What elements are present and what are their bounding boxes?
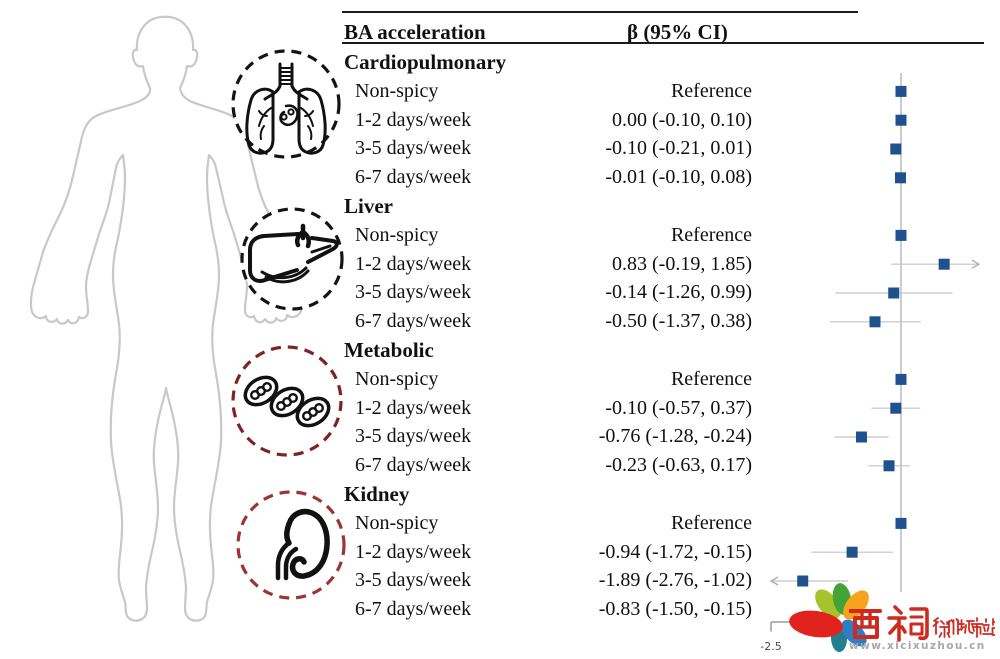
- liver-badge: [240, 207, 344, 311]
- point-estimate-marker: [895, 517, 907, 529]
- kidney-badge: [236, 490, 346, 600]
- table-row: 3-5 days/week -0.10 (-0.21, 0.01): [342, 135, 752, 164]
- table-row: 1-2 days/week 0.00 (-0.10, 0.10): [342, 106, 752, 135]
- row-effect-value: -0.10 (-0.21, 0.01): [605, 137, 752, 160]
- point-estimate-marker: [895, 85, 907, 97]
- section-row: Liver: [342, 192, 752, 221]
- section-title: Metabolic: [344, 338, 434, 363]
- row-effect-value: -0.94 (-1.72, -0.15): [598, 540, 752, 563]
- section-row: Metabolic: [342, 336, 752, 365]
- row-effect-value: -0.76 (-1.28, -0.24): [598, 425, 752, 448]
- point-estimate-marker: [888, 287, 900, 299]
- dashed-circle: [236, 490, 346, 600]
- row-label: 1-2 days/week: [355, 108, 472, 131]
- section-title: Kidney: [344, 482, 410, 507]
- row-effect-value: -0.10 (-0.57, 0.37): [605, 396, 752, 419]
- row-label: 3-5 days/week: [355, 281, 472, 304]
- row-label: Non-spicy: [355, 79, 439, 102]
- table-row: 3-5 days/week -0.14 (-1.26, 0.99): [342, 279, 752, 308]
- body-silhouette-outline: [29, 15, 304, 622]
- row-effect-value: 0.00 (-0.10, 0.10): [612, 108, 752, 131]
- dashed-circle: [231, 49, 341, 159]
- point-estimate-marker: [855, 431, 867, 443]
- watermark-logo-text: [849, 605, 995, 642]
- table-row: Non-spicy Reference: [342, 221, 752, 250]
- column-header-effect: β (95% CI): [627, 20, 728, 44]
- table-rows: Cardiopulmonary Non-spicy Reference 1-2 day…: [342, 48, 752, 624]
- row-label: 1-2 days/week: [355, 396, 472, 419]
- row-effect-value: -1.89 (-2.76, -1.02): [598, 569, 752, 592]
- point-estimate-marker: [895, 114, 907, 126]
- row-effect-value: -0.14 (-1.26, 0.99): [605, 281, 752, 304]
- dashed-circle: [240, 207, 344, 311]
- point-estimate-marker: [869, 316, 881, 328]
- row-effect-value: Reference: [670, 511, 752, 534]
- ci-arrow-right: [971, 259, 981, 269]
- watermark-url: www.xicixuzhou.cn: [849, 640, 986, 652]
- header-underline: [342, 41, 984, 45]
- table-row: 6-7 days/week -0.50 (-1.37, 0.38): [342, 307, 752, 336]
- row-label: 6-7 days/week: [355, 598, 472, 621]
- table-row: 1-2 days/week -0.10 (-0.57, 0.37): [342, 394, 752, 423]
- cardiopulmonary-badge: [231, 49, 341, 159]
- row-effect-value: -0.23 (-0.63, 0.17): [605, 454, 752, 477]
- cells-icon: [243, 375, 331, 428]
- lungs-icon: [245, 62, 327, 155]
- row-effect-value: Reference: [670, 79, 752, 102]
- point-estimate-marker: [895, 373, 907, 385]
- row-label: 3-5 days/week: [355, 569, 472, 592]
- table-row: 6-7 days/week -0.83 (-1.50, -0.15): [342, 595, 752, 624]
- row-effect-value: Reference: [670, 223, 752, 246]
- row-effect-value: -0.83 (-1.50, -0.15): [598, 598, 752, 621]
- table-row: 3-5 days/week -1.89 (-2.76, -1.02): [342, 567, 752, 596]
- row-effect-value: Reference: [670, 367, 752, 390]
- point-estimate-marker: [890, 402, 902, 414]
- row-label: 3-5 days/week: [355, 137, 472, 160]
- point-estimate-marker: [895, 229, 907, 241]
- section-row: Cardiopulmonary: [342, 48, 752, 77]
- row-label: 1-2 days/week: [355, 252, 472, 275]
- table-row: Non-spicy Reference: [342, 365, 752, 394]
- section-title: Liver: [344, 194, 393, 219]
- row-effect-value: -0.50 (-1.37, 0.38): [605, 310, 752, 333]
- point-estimate-marker: [890, 143, 902, 155]
- table-row: 6-7 days/week -0.23 (-0.63, 0.17): [342, 451, 752, 480]
- row-label: 6-7 days/week: [355, 310, 472, 333]
- point-estimate-marker: [894, 172, 906, 184]
- point-estimate-marker: [846, 546, 858, 558]
- point-estimate-marker: [938, 258, 950, 270]
- table-row: 1-2 days/week 0.83 (-0.19, 1.85): [342, 250, 752, 279]
- watermark-title-glyphs: [849, 605, 929, 642]
- row-effect-value: -0.01 (-0.10, 0.08): [605, 166, 752, 189]
- column-header-outcome: BA acceleration: [344, 20, 486, 44]
- table-row: Non-spicy Reference: [342, 77, 752, 106]
- metabolic-badge: [231, 345, 343, 457]
- row-label: 1-2 days/week: [355, 540, 472, 563]
- row-label: 6-7 days/week: [355, 454, 472, 477]
- row-label: Non-spicy: [355, 223, 439, 246]
- table-row: 6-7 days/week -0.01 (-0.10, 0.08): [342, 163, 752, 192]
- kidney-icon: [275, 508, 330, 581]
- table-row: 1-2 days/week -0.94 (-1.72, -0.15): [342, 538, 752, 567]
- section-title: Cardiopulmonary: [344, 50, 507, 75]
- table-row: 3-5 days/week -0.76 (-1.28, -0.24): [342, 423, 752, 452]
- watermark-subtitle-glyphs: [932, 617, 995, 638]
- table-top-rule: [342, 10, 858, 13]
- row-label: Non-spicy: [355, 367, 439, 390]
- point-estimate-marker: [883, 460, 895, 472]
- dashed-circle: [231, 345, 343, 457]
- row-label: 6-7 days/week: [355, 166, 472, 189]
- row-label: 3-5 days/week: [355, 425, 472, 448]
- table-row: Non-spicy Reference: [342, 509, 752, 538]
- row-label: Non-spicy: [355, 511, 439, 534]
- liver-icon: [248, 223, 339, 284]
- section-row: Kidney: [342, 480, 752, 509]
- row-effect-value: 0.83 (-0.19, 1.85): [612, 252, 752, 275]
